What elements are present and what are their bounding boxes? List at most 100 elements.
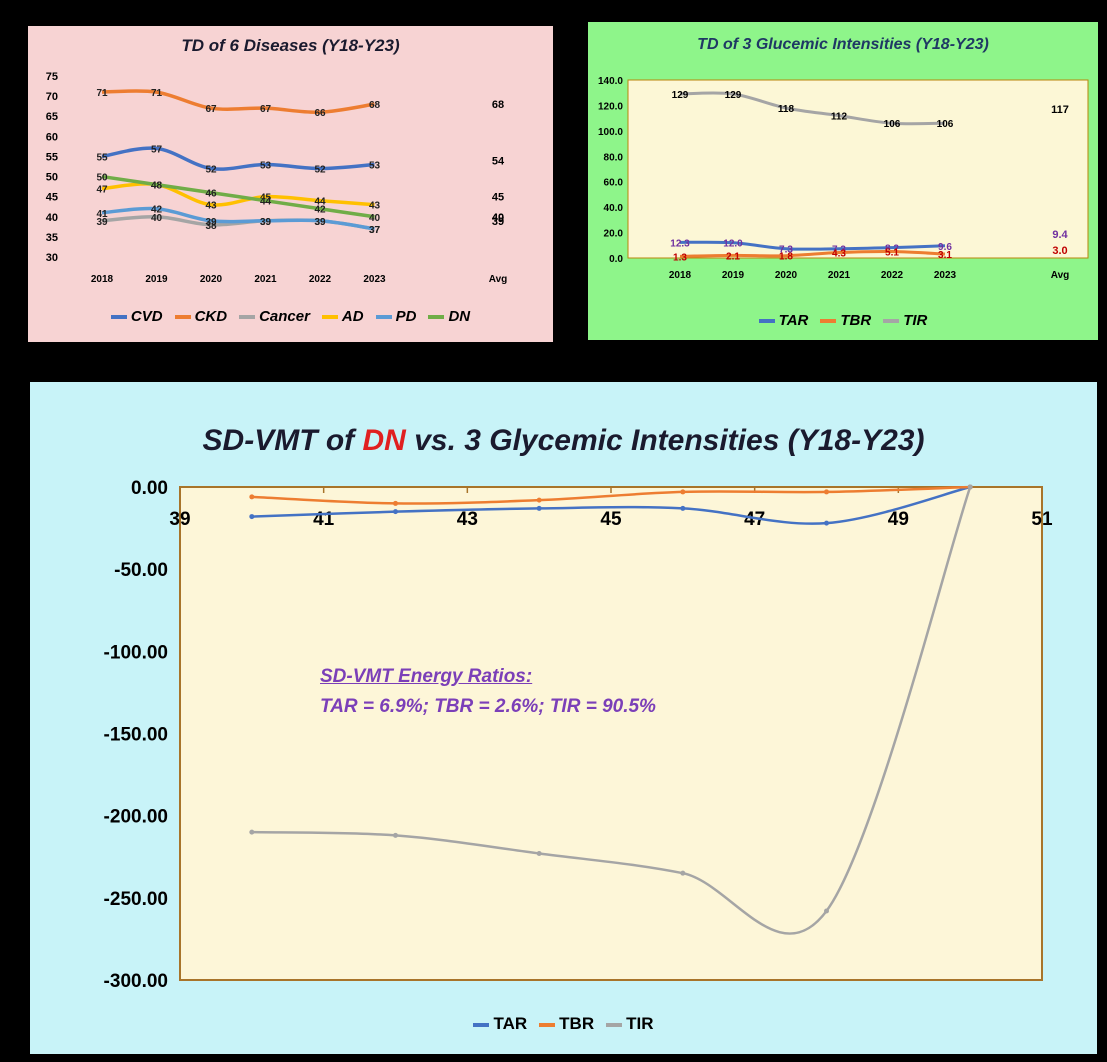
data-label: 43 [205, 201, 217, 212]
data-label: 1.3 [673, 252, 687, 263]
legend-label: TIR [626, 1014, 654, 1033]
legend-swatch [606, 1022, 623, 1027]
x-tick-label: 2019 [722, 270, 745, 281]
diseases-legend: CVD CKD Cancer AD PD DN [28, 308, 553, 325]
y-tick-label: -100.00 [104, 642, 168, 663]
legend-item-tbr: TBR [820, 312, 871, 329]
data-label: 7.3 [832, 245, 846, 256]
data-label: 9.6 [938, 242, 952, 253]
data-label: 4.3 [832, 249, 846, 260]
data-label: 3.1 [938, 250, 952, 261]
x-tick-label: 2023 [934, 270, 957, 281]
series-line-ckd [101, 89, 375, 114]
legend-label: PD [395, 308, 417, 325]
legend-item-cvd: CVD [110, 308, 163, 325]
legend-label: TBR [840, 312, 872, 329]
diseases-chart-title: TD of 6 Diseases (Y18-Y23) [181, 36, 400, 55]
data-label: 50 [96, 173, 108, 184]
x-tick-label: 2019 [145, 274, 168, 285]
sdvmt-title-dn: DN [362, 424, 406, 457]
y-tick-label: 100.0 [598, 127, 623, 138]
data-label: 5.1 [885, 248, 899, 259]
data-label: 39 [314, 217, 326, 228]
legend-label: DN [448, 308, 471, 325]
legend-label: CVD [130, 308, 163, 325]
x-tick-label-avg: Avg [1051, 270, 1070, 281]
diseases-chart-panel: TD of 6 Diseases (Y18-Y23) 30 35 40 45 50 55 6… [28, 26, 553, 342]
legend-swatch [428, 315, 445, 320]
data-point [536, 505, 542, 511]
x-tick-label: 2020 [200, 274, 223, 285]
data-label: 41 [96, 209, 108, 220]
legend-label: CKD [194, 308, 228, 325]
series-line-tar [251, 485, 971, 525]
data-label: 67 [205, 104, 217, 115]
x-tick-label: 2018 [91, 274, 114, 285]
x-tick-label: 39 [169, 509, 190, 530]
data-point [536, 850, 542, 856]
x-tick-label: 49 [888, 509, 909, 530]
x-tick-label: 47 [744, 509, 765, 530]
sdvmt-chart-svg: 39 41 43 45 47 49 51 0.00 -50.00 -100.00 -150.00 -2… [104, 478, 1053, 992]
data-label: 67 [260, 104, 272, 115]
data-point [249, 829, 255, 835]
data-point [824, 489, 829, 495]
avg-label-tbr: 3.0 [1052, 245, 1067, 257]
data-label: 71 [151, 88, 163, 99]
data-label: 7.3 [779, 245, 793, 256]
legend-label: TAR [493, 1014, 528, 1033]
data-label: 106 [937, 119, 954, 130]
y-tick-label: 35 [46, 232, 58, 244]
glycemic-chart-svg: 0.0 20.0 40.0 60.0 80.0 100.0 120.0 140.0 2018 20… [598, 76, 1089, 281]
data-label: 106 [884, 119, 901, 130]
legend-item-tbr: TBR [539, 1014, 594, 1034]
legend-item-ckd: CKD [174, 308, 228, 325]
sdvmt-chart-panel: SD-VMT of DN vs. 3 Glycemic Intensities … [30, 382, 1097, 1054]
avg-label-tir: 117 [1051, 104, 1069, 116]
data-label: 66 [314, 108, 326, 119]
legend-swatch [110, 315, 127, 320]
sdvmt-title-part-1: SD-VMT of [202, 424, 363, 457]
legend-item-tar: TAR [758, 312, 808, 329]
y-tick-label: 50 [46, 172, 58, 184]
legend-label: TBR [559, 1014, 595, 1033]
y-tick-label: 65 [46, 111, 58, 123]
data-label: 38 [205, 221, 217, 232]
series-line-tbr [679, 249, 946, 258]
legend-item-tir: TIR [606, 1014, 654, 1034]
y-tick-label: 40.0 [604, 203, 624, 214]
series-line-tir [679, 91, 946, 126]
legend-label: Cancer [259, 308, 310, 325]
legend-swatch [473, 1022, 490, 1027]
avg-label-ckd: 68 [492, 99, 504, 111]
data-label: 57 [151, 144, 163, 155]
data-point [249, 514, 255, 520]
data-point [680, 489, 686, 495]
y-tick-label: 0.0 [609, 254, 623, 265]
y-tick-label: 70 [46, 91, 58, 103]
diseases-chart-svg: 30 35 40 45 50 55 60 65 70 75 2018 2019 2020 2021 2022… [46, 71, 508, 285]
legend-item-cancer: Cancer [239, 308, 310, 325]
x-tick-label: 2022 [881, 270, 904, 281]
data-label: 47 [96, 185, 108, 196]
y-tick-label: 30 [46, 252, 58, 264]
sdvmt-chart-title: SD-VMT of DN vs. 3 Glycemic Intensities … [30, 424, 1097, 458]
x-tick-label: 43 [457, 509, 478, 530]
legend-swatch [539, 1022, 556, 1027]
data-label: 55 [96, 152, 108, 163]
series-line-pd [101, 206, 375, 231]
y-tick-label: 40 [46, 212, 58, 224]
data-label: 71 [96, 88, 108, 99]
data-label: 37 [369, 225, 381, 236]
legend-item-tir: TIR [883, 312, 927, 329]
glycemic-plot-area [627, 79, 1089, 259]
legend-item-tar: TAR [473, 1014, 527, 1034]
legend-swatch [375, 315, 392, 320]
series-line-tbr [251, 485, 971, 505]
data-label: 48 [151, 181, 163, 192]
legend-swatch [174, 315, 191, 320]
data-label: 1.8 [779, 252, 793, 263]
y-tick-label: -250.00 [104, 889, 168, 910]
y-tick-label: 45 [46, 192, 58, 204]
y-tick-label: -150.00 [104, 725, 168, 746]
